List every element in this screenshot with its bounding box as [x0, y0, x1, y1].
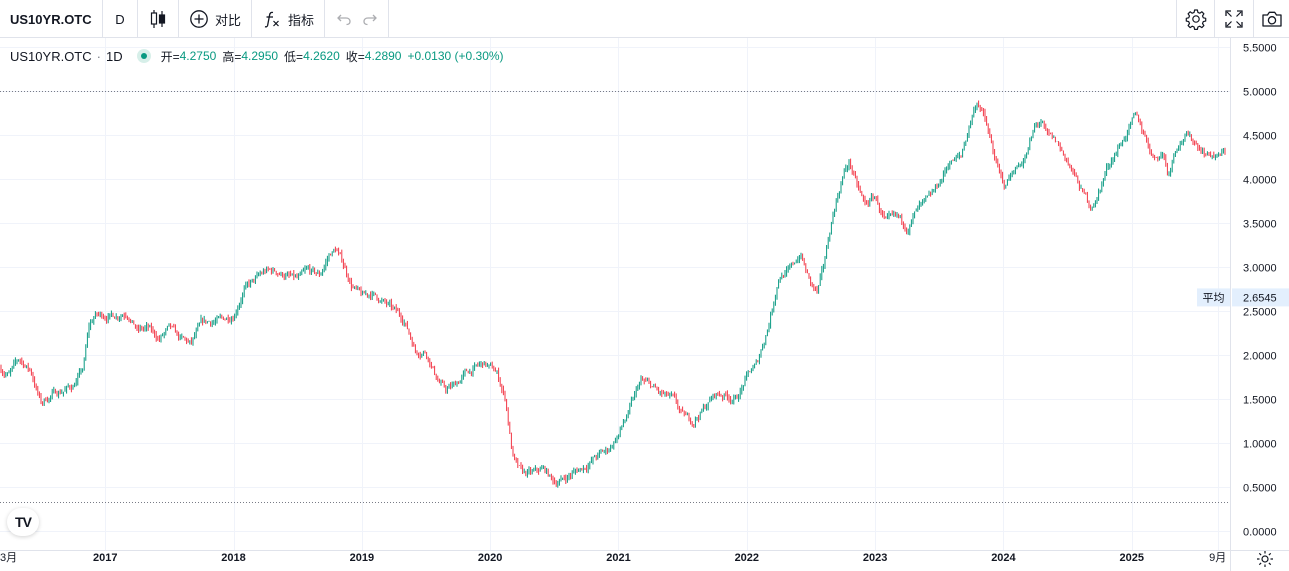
average-value: 2.6545 [1243, 292, 1277, 304]
gear-icon [1185, 9, 1206, 30]
average-label: 平均 [1203, 291, 1225, 304]
change-value: +0.0130 (+0.30%) [407, 49, 504, 63]
toolbar-divider [102, 0, 103, 38]
legend-interval: 1D [105, 48, 123, 64]
chart-type-button[interactable] [138, 0, 178, 38]
x-tick-label: 2023 [863, 552, 887, 564]
function-icon [264, 11, 279, 28]
settings-button[interactable] [1177, 0, 1214, 38]
high-label: 高= [222, 49, 242, 64]
compare-button[interactable]: 对比 [179, 0, 251, 38]
low-label: 低= [284, 49, 304, 64]
symbol-search-button[interactable]: US10YR.OTC [10, 0, 102, 38]
average-price-badge[interactable]: 平均 2.6545 [1197, 288, 1289, 307]
legend-symbol: US10YR.OTC [10, 48, 92, 64]
x-tick-label: 2018 [221, 552, 245, 564]
close-label: 收= [345, 49, 365, 64]
x-tick-label: 2019 [350, 552, 374, 564]
y-tick-label: 0.0000 [1243, 527, 1277, 539]
y-tick-label: 4.0000 [1243, 175, 1277, 187]
y-tick-label: 1.5000 [1243, 395, 1277, 407]
axis-settings-icon[interactable] [1255, 549, 1275, 569]
toolbar-divider [178, 0, 179, 38]
candles-icon [150, 10, 166, 28]
close-value: 4.2890 [364, 49, 402, 63]
y-tick-label: 2.5000 [1243, 307, 1277, 319]
undo-button[interactable] [332, 0, 356, 38]
toolbar-divider [1176, 0, 1177, 38]
low-value: 4.2620 [303, 49, 340, 63]
toolbar-divider [1214, 0, 1215, 38]
range-levels [0, 91, 1230, 503]
grid-lines [0, 38, 1230, 550]
toolbar-divider [1253, 0, 1254, 38]
camera-icon [1261, 11, 1282, 27]
x-tick-label: 2021 [606, 552, 630, 564]
undo-icon [337, 14, 351, 26]
average-label-bg [1197, 288, 1230, 307]
ohlc-legend: US10YR.OTC · 1D 开= 4.2750 高= 4.2950 低= 4… [10, 48, 504, 64]
redo-button[interactable] [358, 0, 382, 38]
y-tick-label: 0.5000 [1243, 483, 1277, 495]
plus-circle-icon [190, 10, 208, 28]
snapshot-button[interactable] [1254, 0, 1289, 38]
y-tick-label: 5.0000 [1243, 87, 1277, 99]
indicators-label: 指标 [287, 12, 314, 28]
x-tick-label: 2025 [1120, 552, 1144, 564]
time-axis[interactable]: 3月 2017 2018 2019 2020 2021 2022 2023 2024 2025 9月 [0, 550, 1289, 565]
chart-area[interactable]: 0.0000 0.5000 1.0000 1.5000 2.0000 2.5000 3.00… [0, 38, 1289, 571]
price-chart[interactable]: 0.0000 0.5000 1.0000 1.5000 2.0000 2.5000 3.00… [0, 38, 1289, 571]
price-axis[interactable]: 0.0000 0.5000 1.0000 1.5000 2.0000 2.5000 3.00… [1197, 38, 1289, 571]
x-tick-label: 2022 [735, 552, 759, 564]
open-value: 4.2750 [179, 49, 217, 63]
open-label: 开= [160, 49, 180, 64]
x-tick-label: 2017 [93, 552, 117, 564]
y-tick-label: 4.5000 [1243, 131, 1277, 143]
compare-label: 对比 [214, 12, 241, 28]
y-tick-label: 2.0000 [1243, 351, 1277, 363]
symbol-label: US10YR.OTC [10, 11, 92, 27]
x-tick-label: 2020 [478, 552, 502, 564]
redo-icon [363, 14, 377, 26]
fullscreen-button[interactable] [1215, 0, 1253, 38]
indicators-button[interactable]: 指标 [252, 0, 324, 38]
y-tick-label: 1.0000 [1243, 439, 1277, 451]
tradingview-logo-mark: TV [15, 514, 32, 530]
x-tick-label: 3月 [0, 552, 17, 564]
x-tick-label: 9月 [1209, 552, 1226, 564]
y-tick-label: 3.0000 [1243, 263, 1277, 275]
top-toolbar: US10YR.OTC D 对比 指标 [0, 0, 1289, 38]
high-value: 4.2950 [241, 49, 279, 63]
toolbar-divider [324, 0, 325, 38]
interval-button[interactable]: D [103, 0, 137, 38]
y-tick-label: 5.5000 [1243, 43, 1277, 55]
legend-separator: · [96, 48, 101, 64]
x-tick-label: 2024 [991, 552, 1016, 564]
market-status-icon[interactable] [136, 49, 151, 63]
toolbar-divider [251, 0, 252, 38]
toolbar-divider [388, 0, 389, 38]
fullscreen-icon [1225, 10, 1243, 28]
tradingview-logo[interactable]: TV [7, 508, 39, 536]
toolbar-divider [137, 0, 138, 38]
candlestick-series [0, 100, 1226, 488]
y-tick-label: 3.5000 [1243, 219, 1277, 231]
interval-label: D [115, 11, 125, 27]
average-value-bg [1232, 288, 1289, 307]
